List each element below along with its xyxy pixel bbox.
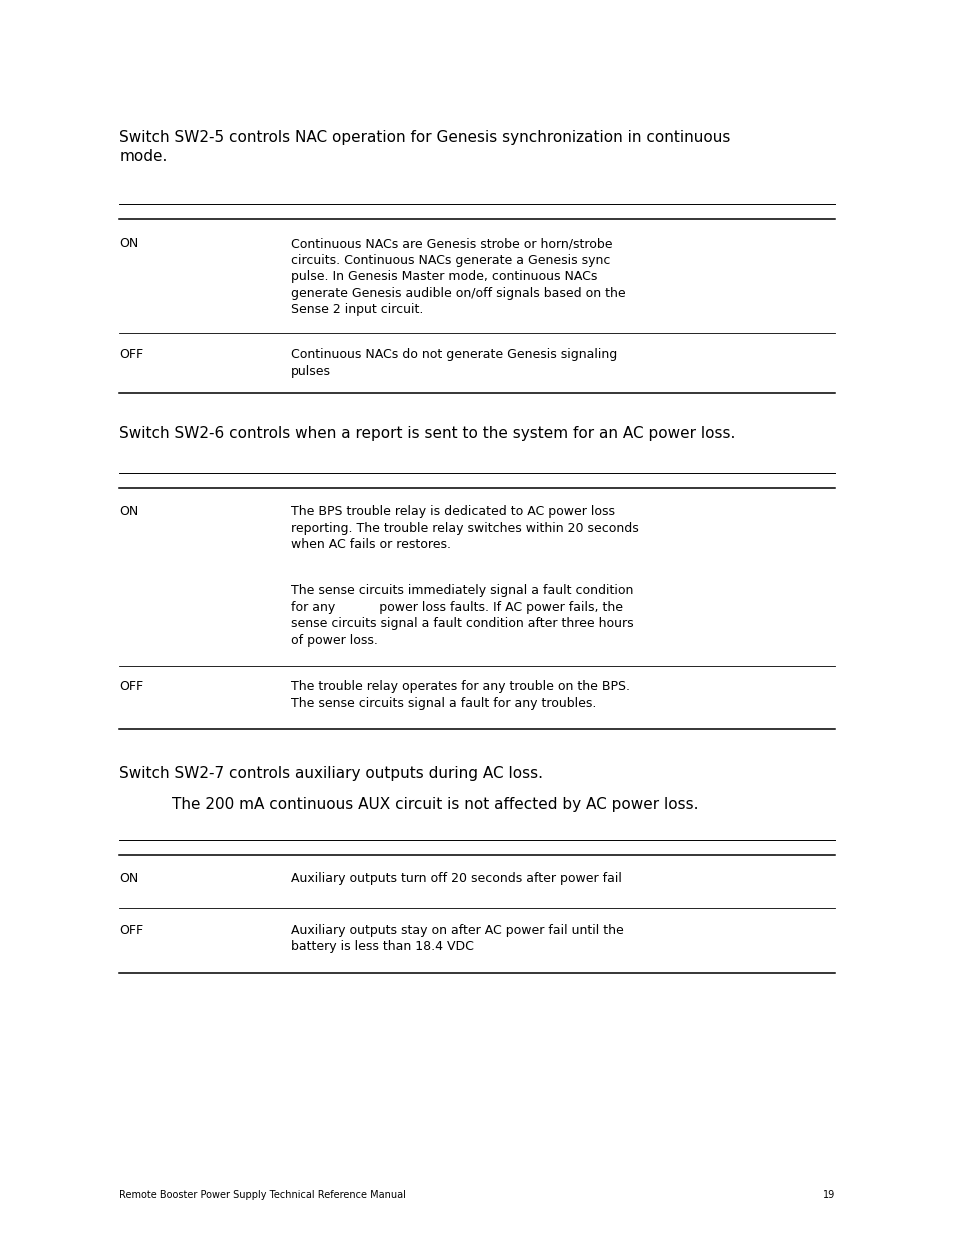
Text: Switch SW2-7 controls auxiliary outputs during AC loss.: Switch SW2-7 controls auxiliary outputs … <box>119 766 542 781</box>
Text: 19: 19 <box>821 1191 834 1200</box>
Text: Switch SW2-5 controls NAC operation for Genesis synchronization in continuous
mo: Switch SW2-5 controls NAC operation for … <box>119 130 730 164</box>
Text: Switch SW2-6 controls when a report is sent to the system for an AC power loss.: Switch SW2-6 controls when a report is s… <box>119 426 735 441</box>
Text: Continuous NACs are Genesis strobe or horn/strobe
circuits. Continuous NACs gene: Continuous NACs are Genesis strobe or ho… <box>291 237 625 316</box>
Text: OFF: OFF <box>119 924 143 937</box>
Text: The 200 mA continuous AUX circuit is not affected by AC power loss.: The 200 mA continuous AUX circuit is not… <box>172 797 698 811</box>
Text: ON: ON <box>119 872 138 885</box>
Text: ON: ON <box>119 237 138 251</box>
Text: The BPS trouble relay is dedicated to AC power loss
reporting. The trouble relay: The BPS trouble relay is dedicated to AC… <box>291 505 639 551</box>
Text: The trouble relay operates for any trouble on the BPS.
The sense circuits signal: The trouble relay operates for any troub… <box>291 680 629 710</box>
Text: OFF: OFF <box>119 680 143 694</box>
Text: Continuous NACs do not generate Genesis signaling
pulses: Continuous NACs do not generate Genesis … <box>291 348 617 378</box>
Text: ON: ON <box>119 505 138 519</box>
Text: OFF: OFF <box>119 348 143 362</box>
Text: Auxiliary outputs turn off 20 seconds after power fail: Auxiliary outputs turn off 20 seconds af… <box>291 872 621 885</box>
Text: Auxiliary outputs stay on after AC power fail until the
battery is less than 18.: Auxiliary outputs stay on after AC power… <box>291 924 623 953</box>
Text: The sense circuits immediately signal a fault condition
for any           power : The sense circuits immediately signal a … <box>291 584 633 647</box>
Text: Remote Booster Power Supply Technical Reference Manual: Remote Booster Power Supply Technical Re… <box>119 1191 406 1200</box>
